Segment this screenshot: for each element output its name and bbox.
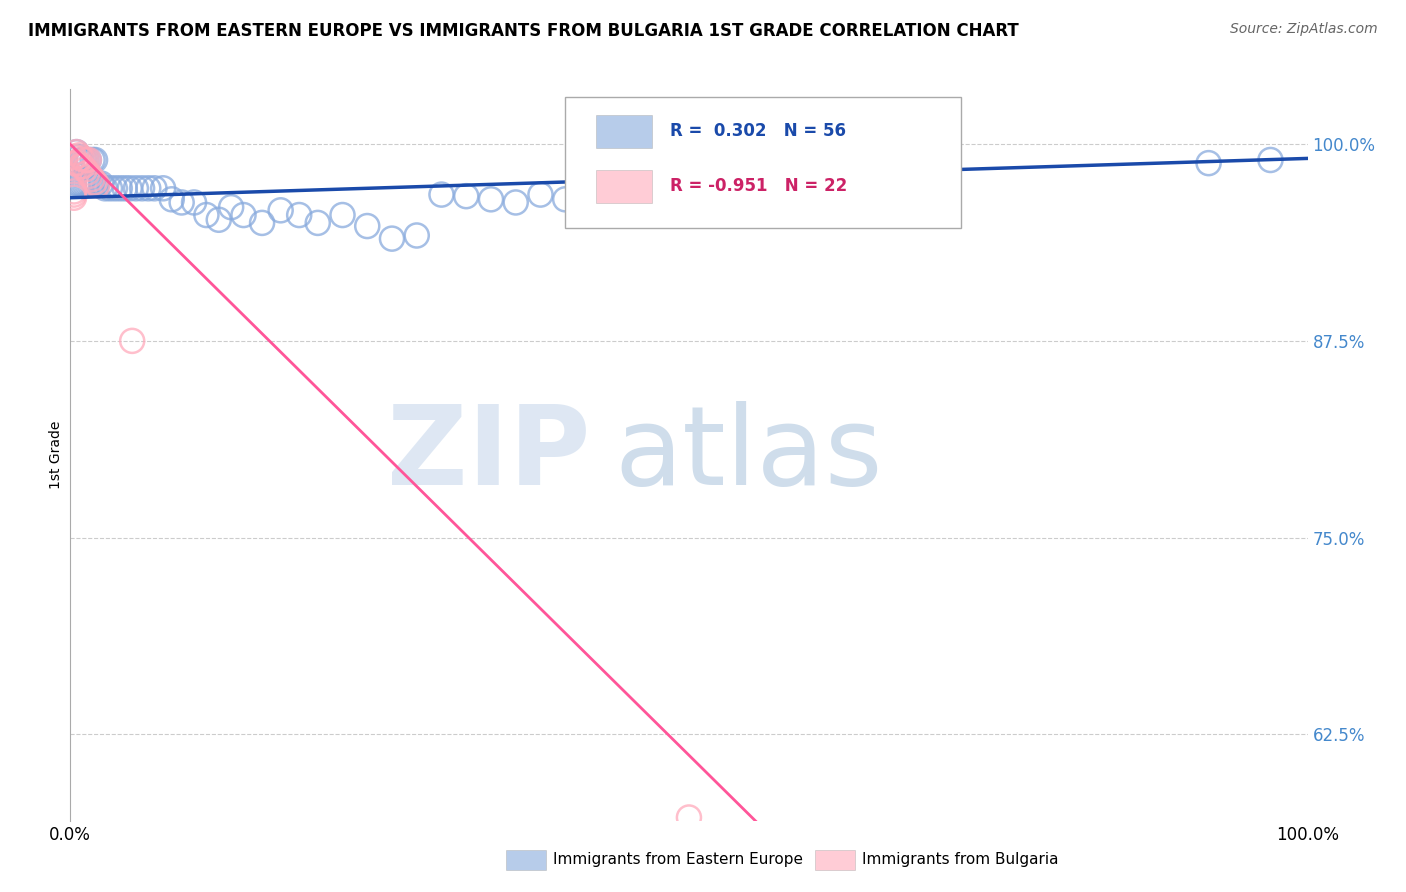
- Point: [160, 192, 183, 206]
- Point: [121, 334, 143, 348]
- Point: [250, 216, 273, 230]
- Point: [270, 203, 292, 218]
- Point: [82, 177, 104, 191]
- Point: [143, 181, 166, 195]
- Point: [1198, 156, 1220, 170]
- Point: [72, 177, 94, 191]
- Point: [66, 156, 89, 170]
- Point: [801, 173, 824, 187]
- Point: [75, 177, 97, 191]
- Point: [288, 208, 311, 222]
- Point: [104, 181, 127, 195]
- Point: [98, 181, 121, 195]
- Y-axis label: 1st Grade: 1st Grade: [49, 421, 63, 489]
- Point: [405, 228, 427, 243]
- Point: [554, 192, 576, 206]
- Point: [183, 195, 205, 210]
- Point: [77, 153, 100, 167]
- Point: [479, 192, 502, 206]
- Point: [63, 187, 86, 202]
- Point: [94, 181, 117, 195]
- Point: [356, 219, 378, 233]
- Point: [219, 200, 242, 214]
- Point: [82, 172, 104, 186]
- Point: [136, 181, 159, 195]
- Point: [75, 153, 97, 167]
- Point: [84, 177, 107, 191]
- Point: [63, 185, 86, 199]
- Point: [76, 165, 98, 179]
- Point: [232, 208, 254, 222]
- Point: [82, 153, 104, 167]
- Text: Immigrants from Eastern Europe: Immigrants from Eastern Europe: [553, 853, 803, 867]
- Point: [65, 156, 87, 170]
- Point: [70, 152, 93, 166]
- Point: [863, 169, 886, 183]
- Point: [63, 177, 86, 191]
- FancyBboxPatch shape: [565, 96, 962, 228]
- Point: [63, 150, 86, 164]
- Point: [67, 150, 90, 164]
- Point: [79, 177, 101, 191]
- Point: [65, 145, 87, 160]
- Point: [65, 145, 87, 160]
- Point: [69, 159, 91, 173]
- Text: R =  0.302   N = 56: R = 0.302 N = 56: [671, 122, 846, 140]
- Point: [86, 178, 108, 193]
- Bar: [596, 169, 652, 202]
- Point: [77, 153, 100, 167]
- Point: [75, 153, 97, 167]
- Point: [678, 810, 700, 824]
- Point: [72, 159, 94, 173]
- Point: [70, 153, 93, 167]
- Point: [90, 177, 112, 191]
- Point: [84, 153, 107, 167]
- Point: [152, 181, 174, 195]
- Point: [170, 195, 193, 210]
- Point: [69, 177, 91, 191]
- Text: atlas: atlas: [614, 401, 883, 508]
- Point: [67, 148, 90, 162]
- Point: [86, 177, 108, 191]
- Point: [827, 172, 849, 186]
- Point: [66, 177, 89, 191]
- Point: [505, 195, 527, 210]
- Point: [73, 153, 96, 167]
- Point: [73, 153, 96, 167]
- Point: [125, 181, 148, 195]
- Text: IMMIGRANTS FROM EASTERN EUROPE VS IMMIGRANTS FROM BULGARIA 1ST GRADE CORRELATION: IMMIGRANTS FROM EASTERN EUROPE VS IMMIGR…: [28, 22, 1019, 40]
- Point: [332, 208, 354, 222]
- Bar: [596, 115, 652, 148]
- Point: [131, 181, 153, 195]
- Text: Immigrants from Bulgaria: Immigrants from Bulgaria: [862, 853, 1059, 867]
- Point: [108, 181, 131, 195]
- Point: [75, 162, 97, 177]
- Point: [456, 189, 478, 203]
- Point: [118, 181, 141, 195]
- Point: [114, 181, 136, 195]
- Point: [84, 175, 107, 189]
- Text: ZIP: ZIP: [387, 401, 591, 508]
- Point: [79, 169, 101, 183]
- Text: R = -0.951   N = 22: R = -0.951 N = 22: [671, 177, 848, 194]
- Point: [208, 212, 231, 227]
- Text: Source: ZipAtlas.com: Source: ZipAtlas.com: [1230, 22, 1378, 37]
- Point: [430, 187, 453, 202]
- Point: [307, 216, 329, 230]
- Point: [1260, 153, 1282, 167]
- Point: [381, 232, 404, 246]
- Point: [63, 191, 86, 205]
- Point: [76, 177, 98, 191]
- Point: [195, 208, 218, 222]
- Point: [529, 187, 551, 202]
